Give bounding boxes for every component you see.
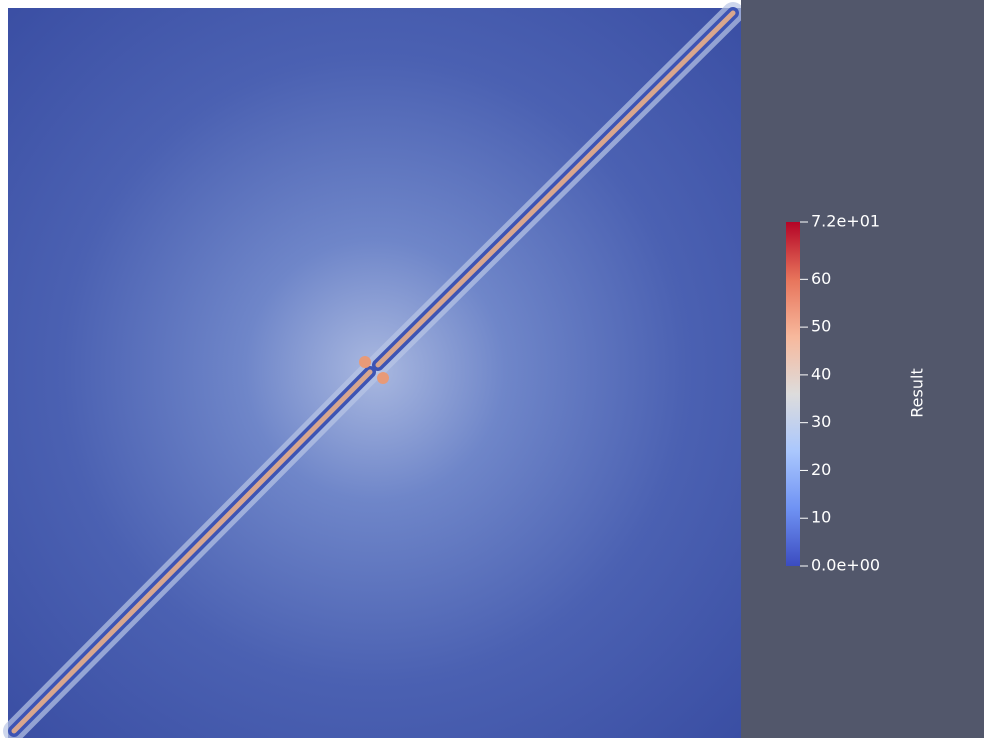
tick-label: 20 xyxy=(811,460,831,479)
tick-label: 40 xyxy=(811,364,831,383)
tick-label: 10 xyxy=(811,508,831,527)
tick-label: 60 xyxy=(811,269,831,288)
colorbar xyxy=(786,222,800,566)
tick-label: 0.0e+00 xyxy=(811,556,880,575)
side-panel xyxy=(741,0,984,738)
tick-label: 7.2e+01 xyxy=(811,212,880,231)
tick-label: 50 xyxy=(811,317,831,336)
colorbar-title: Result xyxy=(908,368,927,417)
tick-label: 30 xyxy=(811,412,831,431)
crack xyxy=(3,2,744,738)
